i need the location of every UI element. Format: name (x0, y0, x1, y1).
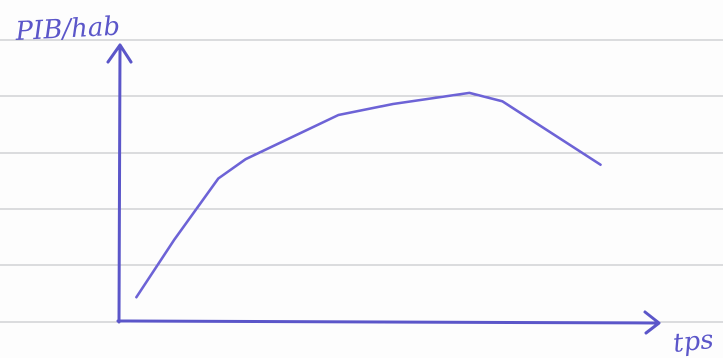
series-layer (135, 91, 602, 299)
series-line-0 (135, 91, 602, 299)
ruled-lines (0, 39, 723, 323)
x-axis (116, 319, 660, 325)
y-axis (117, 44, 122, 324)
y-axis-label: PIB/hab (14, 12, 121, 47)
x-axis-arrow-icon (643, 310, 661, 335)
x-axis-label: tps (672, 325, 715, 358)
y-axis-arrow-icon (106, 43, 133, 64)
